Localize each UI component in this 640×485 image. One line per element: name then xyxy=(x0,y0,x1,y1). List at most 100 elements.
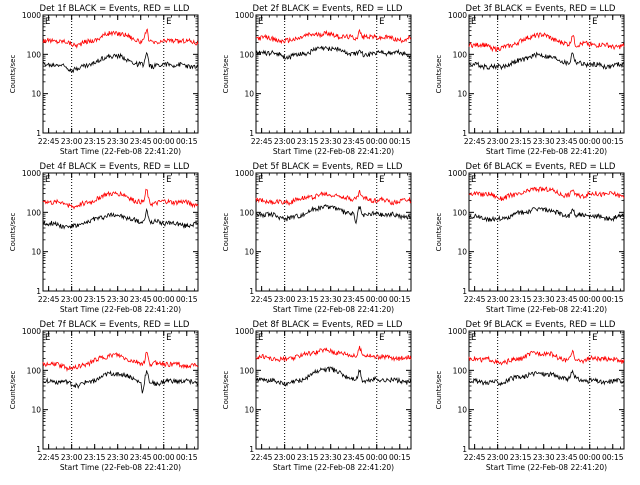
y-tick-label: 10 xyxy=(244,248,254,257)
y-tick-label: 100 xyxy=(453,50,468,59)
y-tick-label: 1000 xyxy=(235,327,254,336)
x-axis-label: Start Time (22-Feb-08 22:41:20) xyxy=(273,463,394,472)
x-tick-label: 00:00 xyxy=(153,137,175,146)
panel-det-7: Det 7f BLACK = Events, RED = LLD Counts/s… xyxy=(9,320,199,472)
plot-frame xyxy=(255,172,412,292)
y-tick-label: 1 xyxy=(462,129,467,138)
panel-det-6: Det 6f BLACK = Events, RED = LLD Counts/s… xyxy=(435,162,625,314)
x-tick-label: 22:45 xyxy=(464,295,486,304)
x-tick-label: 23:00 xyxy=(487,137,509,146)
y-tick-label: 100 xyxy=(27,366,42,375)
y-tick-label: 1 xyxy=(462,445,467,454)
event-marker: E xyxy=(379,175,384,185)
chart-title: Det 5f BLACK = Events, RED = LLD xyxy=(253,162,403,172)
series-line-events xyxy=(255,366,412,387)
chart-title: Det 4f BLACK = Events, RED = LLD xyxy=(40,162,190,172)
y-axis-label: Counts/sec xyxy=(9,371,17,410)
x-tick-label: 22:45 xyxy=(464,453,486,462)
series-line-lld xyxy=(42,351,199,372)
y-tick-label: 10 xyxy=(31,90,41,99)
x-axis-label: Start Time (22-Feb-08 22:41:20) xyxy=(60,463,181,472)
event-marker: E xyxy=(166,333,171,343)
y-axis-label: Counts/sec xyxy=(222,55,230,94)
x-tick-label: 23:30 xyxy=(320,453,342,462)
x-tick-label: 00:15 xyxy=(602,453,624,462)
y-tick-label: 100 xyxy=(27,208,42,217)
plot-frame xyxy=(468,330,625,450)
series-line-events xyxy=(468,369,625,387)
x-tick-label: 00:00 xyxy=(579,295,601,304)
x-tick-label: 00:00 xyxy=(579,137,601,146)
series-line-lld xyxy=(255,28,412,45)
y-axis-label: Counts/sec xyxy=(435,371,443,410)
event-marker: E xyxy=(592,17,597,27)
series-line-events xyxy=(42,207,199,230)
y-tick-label: 10 xyxy=(457,90,467,99)
panel-det-1: Det 1f BLACK = Events, RED = LLD Counts/s… xyxy=(9,4,199,156)
x-tick-label: 22:45 xyxy=(38,295,60,304)
x-tick-label: 00:00 xyxy=(366,137,388,146)
x-axis-label: Start Time (22-Feb-08 22:41:20) xyxy=(486,147,607,156)
event-marker: E xyxy=(166,175,171,185)
event-marker: E xyxy=(45,17,50,27)
chart-title: Det 1f BLACK = Events, RED = LLD xyxy=(40,4,190,14)
event-marker: E xyxy=(379,17,384,27)
x-tick-label: 23:00 xyxy=(61,137,83,146)
y-tick-label: 10 xyxy=(244,406,254,415)
event-marker: E xyxy=(471,17,476,27)
x-tick-label: 23:15 xyxy=(510,295,532,304)
panel-det-3: Det 3f BLACK = Events, RED = LLD Counts/s… xyxy=(435,4,625,156)
y-tick-label: 1000 xyxy=(235,169,254,178)
series-line-lld xyxy=(42,28,199,49)
x-tick-label: 23:30 xyxy=(533,137,555,146)
plot-frame xyxy=(255,330,412,450)
y-tick-label: 1 xyxy=(249,129,254,138)
panel-det-4: Det 4f BLACK = Events, RED = LLD Counts/s… xyxy=(9,162,199,314)
x-tick-label: 23:30 xyxy=(533,453,555,462)
y-axis-label: Counts/sec xyxy=(9,55,17,94)
y-tick-label: 100 xyxy=(453,208,468,217)
x-tick-label: 00:00 xyxy=(153,295,175,304)
x-tick-label: 23:45 xyxy=(556,453,578,462)
y-tick-label: 1000 xyxy=(22,169,41,178)
y-tick-label: 1000 xyxy=(448,169,467,178)
y-tick-label: 1 xyxy=(36,129,41,138)
x-tick-label: 23:45 xyxy=(556,137,578,146)
y-tick-label: 10 xyxy=(31,406,41,415)
chart-title: Det 9f BLACK = Events, RED = LLD xyxy=(466,320,616,330)
x-tick-label: 22:45 xyxy=(38,137,60,146)
x-tick-label: 00:00 xyxy=(153,453,175,462)
y-tick-label: 1 xyxy=(36,287,41,296)
series-line-lld xyxy=(255,345,412,363)
x-tick-label: 23:45 xyxy=(130,453,152,462)
x-tick-label: 23:15 xyxy=(297,295,319,304)
series-line-lld xyxy=(468,186,625,201)
panel-det-8: Det 8f BLACK = Events, RED = LLD Counts/s… xyxy=(222,320,412,472)
x-tick-label: 23:45 xyxy=(130,137,152,146)
x-tick-label: 00:15 xyxy=(602,295,624,304)
panel-det-5: Det 5f BLACK = Events, RED = LLD Counts/s… xyxy=(222,162,412,314)
x-tick-label: 23:30 xyxy=(320,295,342,304)
y-tick-label: 100 xyxy=(240,50,255,59)
y-axis-label: Counts/sec xyxy=(222,213,230,252)
series-line-events xyxy=(42,369,199,394)
x-tick-label: 23:30 xyxy=(107,137,129,146)
plot-frame xyxy=(42,330,199,450)
panel-det-9: Det 9f BLACK = Events, RED = LLD Counts/s… xyxy=(435,320,625,472)
x-tick-label: 23:30 xyxy=(107,295,129,304)
chart-title: Det 6f BLACK = Events, RED = LLD xyxy=(466,162,616,172)
y-tick-label: 1 xyxy=(462,287,467,296)
event-marker: E xyxy=(592,333,597,343)
x-tick-label: 23:30 xyxy=(533,295,555,304)
x-axis-label: Start Time (22-Feb-08 22:41:20) xyxy=(60,305,181,314)
series-line-lld xyxy=(468,349,625,366)
x-tick-label: 23:00 xyxy=(487,295,509,304)
x-tick-label: 23:15 xyxy=(84,295,106,304)
x-tick-label: 23:15 xyxy=(510,137,532,146)
x-tick-label: 00:15 xyxy=(602,137,624,146)
plot-frame xyxy=(42,14,199,134)
plot-frame xyxy=(42,172,199,292)
y-tick-label: 10 xyxy=(244,90,254,99)
x-tick-label: 00:00 xyxy=(366,295,388,304)
